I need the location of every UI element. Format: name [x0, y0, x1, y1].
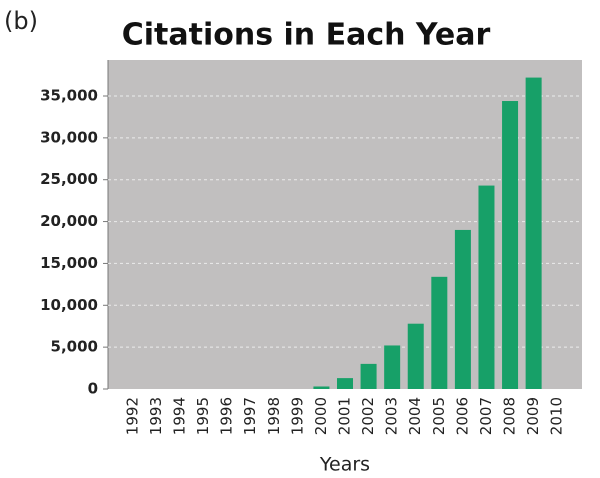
y-tick-label: 35,000: [40, 86, 98, 104]
panel-label: (b): [4, 7, 38, 35]
x-tick-label: 2010: [548, 397, 566, 435]
bar: [502, 101, 519, 389]
x-tick-label: 2008: [501, 397, 519, 435]
chart-title: Citations in Each Year: [122, 18, 491, 53]
bar: [360, 363, 377, 389]
x-tick-label: 1992: [123, 397, 141, 435]
y-tick-label: 15,000: [40, 254, 98, 272]
bar: [478, 185, 495, 389]
bar: [337, 378, 353, 389]
x-axis-label: Years: [319, 454, 370, 476]
y-tick-label: 25,000: [40, 170, 98, 188]
bar: [384, 345, 401, 389]
x-tick-label: 1999: [288, 397, 306, 435]
bar: [407, 323, 424, 389]
x-tick-label: 2002: [359, 397, 377, 435]
bar: [431, 276, 448, 389]
x-tick-label: 2001: [336, 397, 354, 435]
x-tick-label: 1996: [218, 397, 236, 435]
bar: [313, 386, 330, 389]
bar: [525, 77, 542, 390]
bar: [454, 229, 471, 389]
x-tick-label: 1995: [194, 397, 212, 435]
x-tick-label: 2003: [383, 397, 401, 435]
x-tick-label: 1998: [265, 397, 283, 435]
x-tick-label: 2005: [430, 397, 448, 435]
x-tick-label: 1997: [241, 397, 259, 435]
x-tick-label: 1993: [147, 397, 165, 435]
x-tick-label: 2007: [477, 397, 495, 435]
y-tick-label: 20,000: [40, 212, 98, 230]
y-tick-label: 5,000: [51, 338, 98, 356]
y-tick-label: 30,000: [40, 128, 98, 146]
x-tick-label: 2000: [312, 397, 330, 435]
x-tick-label: 2006: [453, 397, 471, 435]
y-tick-label: 0: [88, 380, 98, 398]
x-tick-label: 1994: [170, 397, 188, 435]
x-tick-label: 2004: [406, 397, 424, 435]
y-tick-label: 10,000: [40, 296, 98, 314]
x-tick-label: 2009: [524, 397, 542, 435]
